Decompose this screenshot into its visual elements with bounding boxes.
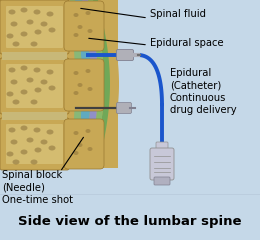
FancyBboxPatch shape xyxy=(0,58,69,114)
Text: Side view of the lumbar spine: Side view of the lumbar spine xyxy=(18,215,242,228)
Bar xyxy=(2,112,67,120)
Ellipse shape xyxy=(21,66,28,71)
Ellipse shape xyxy=(74,91,79,95)
Ellipse shape xyxy=(30,42,37,47)
Ellipse shape xyxy=(21,90,28,95)
Ellipse shape xyxy=(41,79,48,84)
Ellipse shape xyxy=(21,126,28,131)
Ellipse shape xyxy=(10,79,17,84)
Polygon shape xyxy=(82,0,98,168)
Ellipse shape xyxy=(21,150,28,155)
Ellipse shape xyxy=(21,7,28,12)
Ellipse shape xyxy=(9,127,16,132)
Ellipse shape xyxy=(12,42,20,47)
Ellipse shape xyxy=(10,22,17,26)
FancyBboxPatch shape xyxy=(64,59,104,111)
Bar xyxy=(0,0,118,168)
Ellipse shape xyxy=(9,10,16,14)
Ellipse shape xyxy=(77,143,82,147)
Ellipse shape xyxy=(12,160,20,164)
Ellipse shape xyxy=(10,139,17,144)
Ellipse shape xyxy=(30,100,37,104)
Ellipse shape xyxy=(6,151,14,156)
FancyBboxPatch shape xyxy=(116,49,133,60)
Polygon shape xyxy=(98,0,119,168)
Polygon shape xyxy=(70,0,82,168)
Text: Spinal fluid: Spinal fluid xyxy=(150,9,206,19)
Polygon shape xyxy=(88,0,104,168)
Ellipse shape xyxy=(9,67,16,72)
Text: Epidural
(Catheter)
Continuous
drug delivery: Epidural (Catheter) Continuous drug deli… xyxy=(170,68,237,115)
FancyBboxPatch shape xyxy=(156,142,168,152)
FancyBboxPatch shape xyxy=(64,1,104,51)
Ellipse shape xyxy=(86,129,90,133)
FancyBboxPatch shape xyxy=(6,6,63,48)
Ellipse shape xyxy=(77,83,82,87)
Ellipse shape xyxy=(34,10,41,14)
FancyBboxPatch shape xyxy=(0,0,69,54)
FancyBboxPatch shape xyxy=(6,124,63,164)
Ellipse shape xyxy=(47,12,54,17)
Text: Epidural space: Epidural space xyxy=(150,38,224,48)
Ellipse shape xyxy=(88,87,93,91)
FancyBboxPatch shape xyxy=(116,102,132,114)
Text: Spinal block
(Needle)
One-time shot: Spinal block (Needle) One-time shot xyxy=(2,170,73,205)
Ellipse shape xyxy=(74,131,79,135)
Ellipse shape xyxy=(49,145,55,150)
Ellipse shape xyxy=(27,138,34,143)
Ellipse shape xyxy=(34,67,41,72)
Ellipse shape xyxy=(41,22,48,26)
FancyBboxPatch shape xyxy=(0,118,69,170)
Ellipse shape xyxy=(47,130,54,134)
Ellipse shape xyxy=(6,91,14,96)
Ellipse shape xyxy=(49,28,55,32)
Ellipse shape xyxy=(74,33,79,37)
Ellipse shape xyxy=(6,34,14,38)
Ellipse shape xyxy=(74,71,79,75)
Ellipse shape xyxy=(12,100,20,104)
Ellipse shape xyxy=(35,148,42,152)
FancyBboxPatch shape xyxy=(150,148,174,180)
Ellipse shape xyxy=(74,151,79,155)
Ellipse shape xyxy=(77,25,82,29)
Ellipse shape xyxy=(35,88,42,92)
FancyBboxPatch shape xyxy=(154,177,170,185)
Ellipse shape xyxy=(74,13,79,17)
Ellipse shape xyxy=(49,85,55,90)
Ellipse shape xyxy=(35,30,42,35)
Ellipse shape xyxy=(88,147,93,151)
Ellipse shape xyxy=(21,31,28,36)
Ellipse shape xyxy=(41,139,48,144)
FancyBboxPatch shape xyxy=(64,119,104,169)
Ellipse shape xyxy=(34,127,41,132)
Ellipse shape xyxy=(88,29,93,33)
FancyBboxPatch shape xyxy=(6,64,63,108)
Ellipse shape xyxy=(27,19,34,24)
Ellipse shape xyxy=(86,69,90,73)
Ellipse shape xyxy=(27,78,34,83)
Ellipse shape xyxy=(47,70,54,74)
Bar xyxy=(2,52,67,60)
Polygon shape xyxy=(75,0,91,168)
Ellipse shape xyxy=(86,11,90,15)
Ellipse shape xyxy=(30,160,37,164)
Polygon shape xyxy=(93,0,110,168)
